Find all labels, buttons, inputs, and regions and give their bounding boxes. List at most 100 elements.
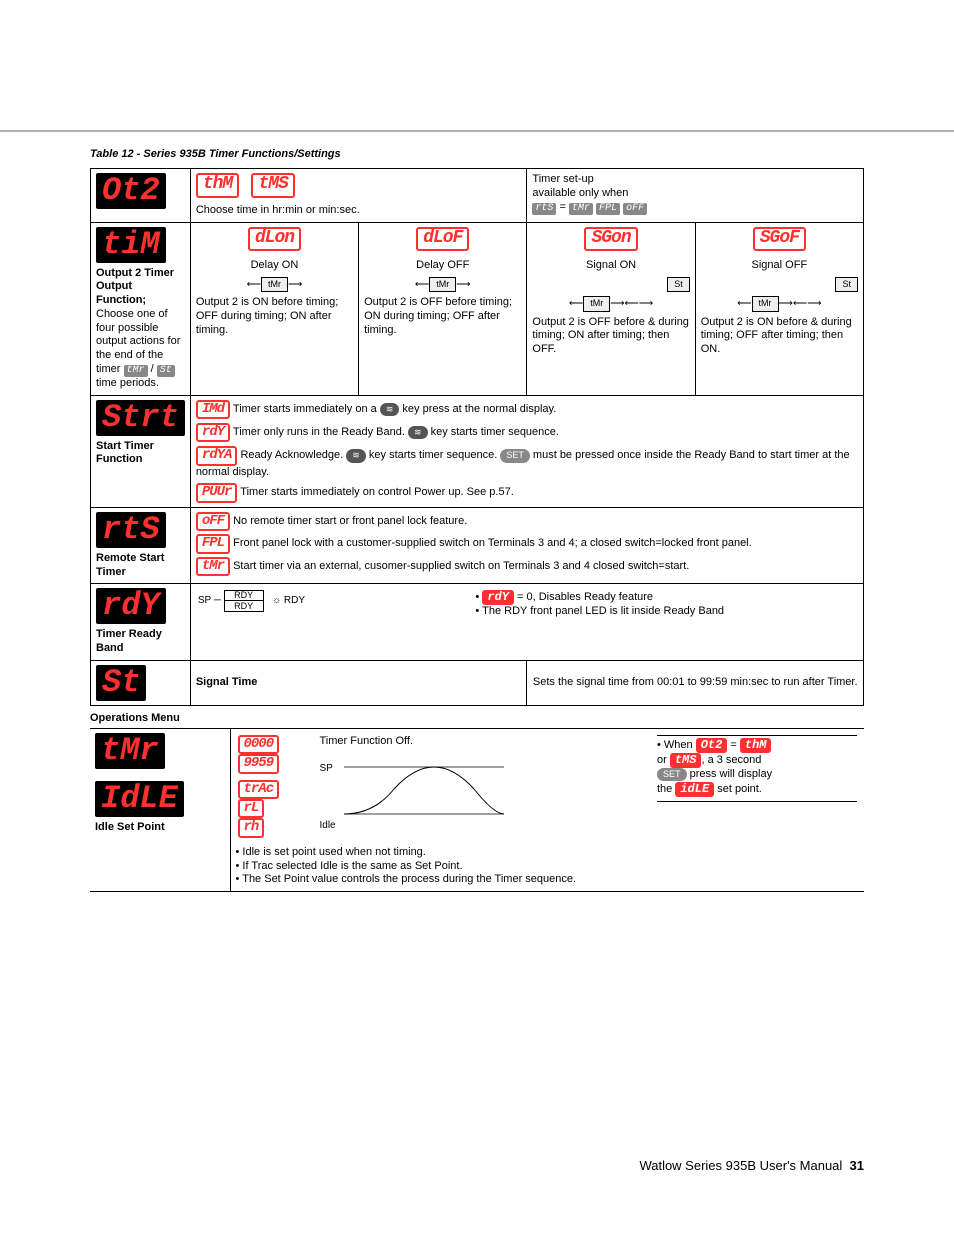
code-0000: 0000 — [238, 735, 280, 754]
puur-text: Timer starts immediately on control Powe… — [240, 486, 514, 498]
code-sgon: SGon — [584, 227, 637, 252]
code-st6: St — [96, 665, 146, 701]
rb4-post: set point. — [714, 783, 762, 795]
bb1: Idle is set point used when not timing. — [242, 846, 425, 858]
footer-page: 31 — [850, 1158, 864, 1173]
footer-text: Watlow Series 935B User's Manual — [639, 1158, 842, 1173]
tiny-off: oFF — [623, 203, 647, 215]
code-imd: IMd — [196, 400, 230, 419]
out2-desc2: time periods. — [96, 377, 159, 389]
code-9959: 9959 — [238, 754, 280, 773]
rb1-eq: = — [727, 739, 740, 751]
off-text: No remote timer start or front panel loc… — [233, 515, 467, 527]
code-thm: thM — [196, 173, 239, 198]
code-rh: rh — [238, 818, 265, 837]
dlon-title: Delay ON — [196, 259, 353, 273]
badge-st1: St — [667, 277, 690, 292]
ops-header: Operations Menu — [90, 712, 864, 724]
code-rts: rtS — [96, 512, 166, 548]
out2-label2: Output Function; — [96, 280, 185, 308]
rdy-inline: rdY — [482, 590, 514, 605]
diag-sgon: tMr — [583, 296, 610, 311]
code-puur: PUUr — [196, 483, 238, 502]
curve-icon — [344, 759, 524, 817]
rdy-box-2: RDY — [234, 601, 253, 611]
imd-text2: key press at the normal display. — [402, 403, 556, 415]
code-rdya: rdYA — [196, 446, 238, 465]
code-tmr4: tMr — [196, 557, 230, 576]
tmr-off-text: Timer Function Off. — [320, 735, 414, 747]
out2-label1: Output 2 Timer — [96, 267, 185, 281]
rb4-c1: idLE — [675, 782, 714, 797]
inline-tmr: tMr — [124, 365, 148, 377]
rb2-pre: or — [657, 754, 670, 766]
code-tms: tMS — [251, 173, 294, 198]
rb4-pre: the — [657, 783, 675, 795]
rb3-post: press will display — [687, 768, 773, 780]
sgon-note: Output 2 is OFF before & during timing; … — [532, 316, 689, 357]
code-dlon: dLon — [248, 227, 301, 252]
imd-text: Timer starts immediately on a — [233, 403, 380, 415]
ops-table: tMr IdLE Idle Set Point 0000 9959 trAc r… — [90, 728, 864, 892]
diag-sgof: tMr — [752, 296, 779, 311]
tiny-fpl: FPL — [596, 203, 620, 215]
sgof-note: Output 2 is ON before & during timing; O… — [701, 316, 858, 357]
idle-label: Idle Set Point — [95, 821, 225, 835]
tmr4-text: Start timer via an external, cusomer-sup… — [233, 560, 689, 572]
code-sgof: SGoF — [753, 227, 806, 252]
rb1-pre: When — [664, 739, 696, 751]
rb1-c2: thM — [740, 738, 772, 753]
sp-label2: SP — [320, 763, 333, 776]
code-ot2: Ot2 — [96, 173, 166, 209]
table-title: Table 12 - Series 935B Timer Functions/S… — [90, 148, 864, 160]
code-tim: tiM — [96, 227, 166, 263]
tiny-rts: rtS — [532, 203, 556, 215]
code-idle: IdLE — [95, 781, 184, 817]
code-tmr7: tMr — [95, 733, 165, 769]
sgof-title: Signal OFF — [701, 259, 858, 273]
code-rl: rL — [238, 799, 265, 818]
inline-st: St — [157, 365, 175, 377]
dlof-title: Delay OFF — [364, 259, 521, 273]
rdya-text: Ready Acknowledge. — [240, 449, 346, 461]
diag-dlof: tMr — [429, 277, 456, 292]
code-dlof: dLoF — [416, 227, 469, 252]
dlon-note: Output 2 is ON before timing; OFF during… — [196, 296, 353, 337]
rdy5-label: Timer Ready Band — [96, 628, 185, 656]
badge-st2: St — [835, 277, 858, 292]
sgon-title: Signal ON — [532, 259, 689, 273]
code-fpl: FPL — [196, 534, 230, 553]
code-trac: trAc — [238, 780, 280, 799]
rdy-text: Timer only runs in the Ready Band. — [233, 426, 408, 438]
eq: = — [556, 201, 569, 213]
rdy-box-1: RDY — [234, 590, 253, 600]
idle-label2: Idle — [320, 820, 336, 833]
strt-label: Start Timer Function — [96, 440, 185, 468]
settings-table: Ot2 thM tMS Choose time in hr:min or min… — [90, 168, 864, 706]
rts-label: Remote Start Timer — [96, 552, 185, 580]
key-pill-3: ≋ — [346, 449, 366, 462]
choose-time-text: Choose time in hr:min or min:sec. — [196, 204, 522, 218]
code-rdy3: rdY — [196, 423, 230, 442]
key-pill-2: ≋ — [408, 426, 428, 439]
code-off: oFF — [196, 512, 230, 531]
sigtime-label: Signal Time — [196, 676, 258, 688]
code-rdy5: rdY — [96, 588, 166, 624]
sigtime-desc: Sets the signal time from 00:01 to 99:59… — [527, 660, 864, 705]
rb1-c1: Ot2 — [696, 738, 728, 753]
rdy-b1: = 0, Disables Ready feature — [514, 591, 653, 603]
tiny-tmr: tMr — [569, 203, 593, 215]
timer-setup-text: Timer set-up — [532, 173, 858, 187]
key-pill-1: ≋ — [380, 403, 400, 416]
rdy-led-label: RDY — [284, 596, 305, 607]
bb3: The Set Point value controls the process… — [242, 873, 576, 885]
rdya-text2: key starts timer sequence. — [369, 449, 500, 461]
available-text: available only when — [532, 187, 858, 201]
rdy-b2: The RDY front panel LED is lit inside Re… — [482, 605, 724, 617]
bb2: If Trac selected Idle is the same as Set… — [242, 860, 462, 872]
rdy-text2: key starts timer sequence. — [431, 426, 559, 438]
set-pill-2: SET — [657, 768, 687, 781]
dlof-note: Output 2 is OFF before timing; ON during… — [364, 296, 521, 337]
rb2-post: , a 3 second — [701, 754, 761, 766]
rb2-c1: tMS — [670, 753, 702, 768]
